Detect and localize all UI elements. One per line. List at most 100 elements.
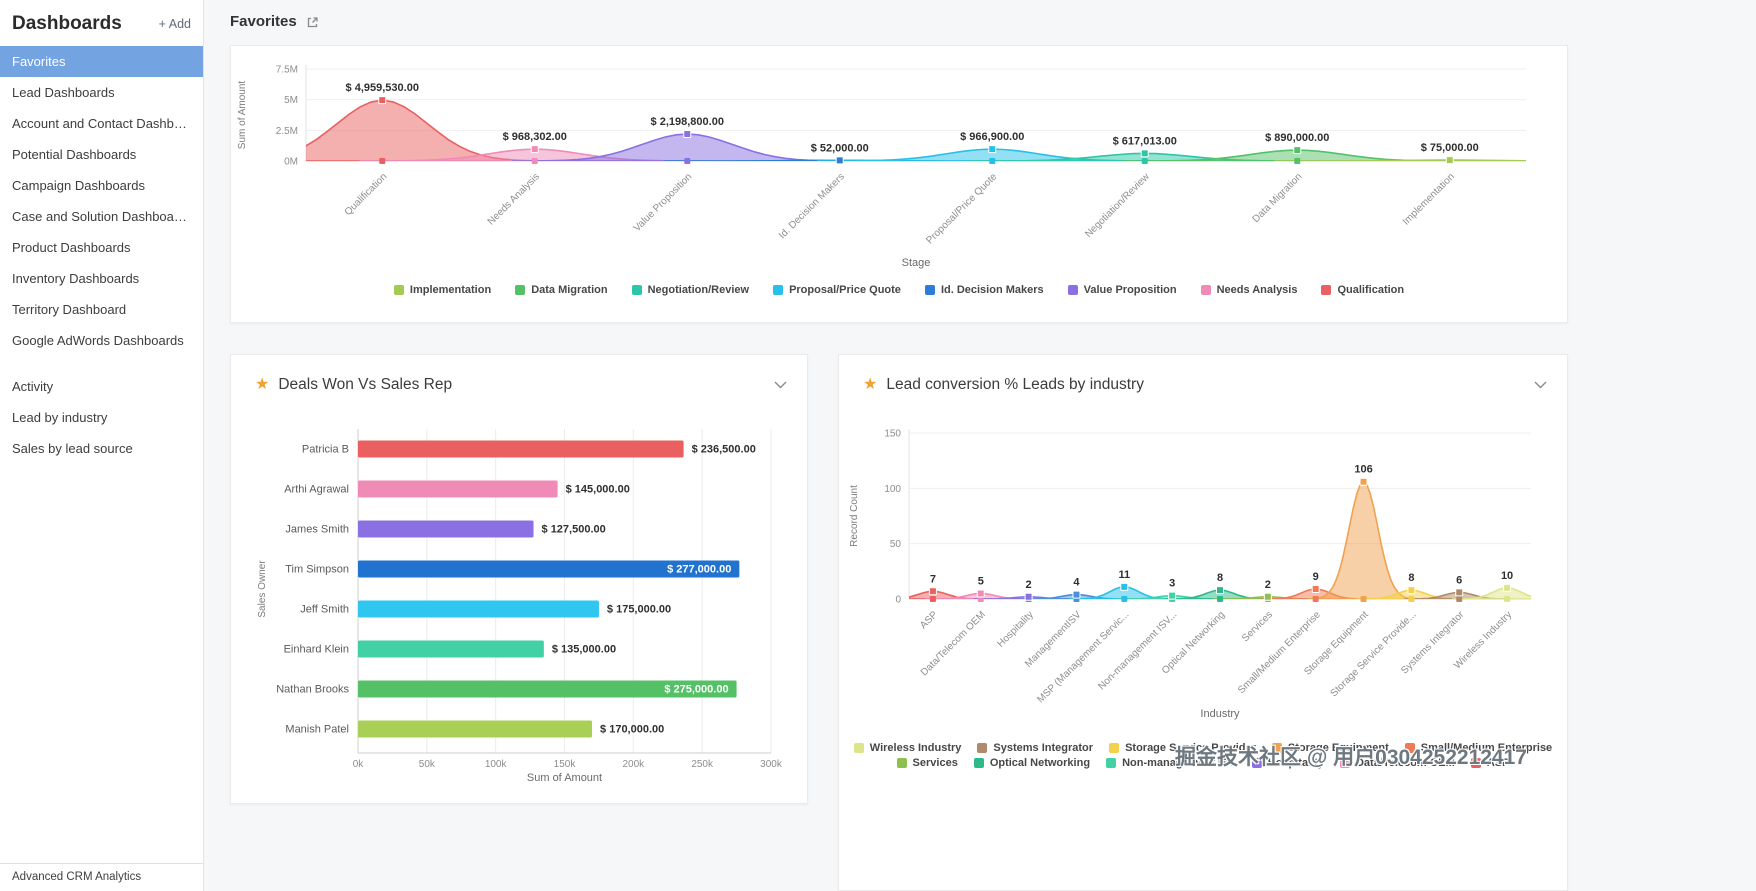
peak-marker-wireless-industry[interactable]	[1503, 583, 1512, 592]
legend-item-implementation[interactable]: Implementation	[393, 284, 491, 296]
peak-marker-systems-integrator[interactable]	[1455, 588, 1464, 597]
x-tick-label: 200k	[622, 759, 645, 770]
sidebar-item-favorites[interactable]: Favorites	[0, 46, 203, 77]
sidebar-item-account-and-contact-dashbo[interactable]: Account and Contact Dashbo...	[12, 116, 192, 131]
legend-item-needs-analysis[interactable]: Needs Analysis	[1200, 284, 1297, 296]
legend-item-negotiation-review[interactable]: Negotiation/Review	[631, 284, 750, 296]
legend-item-qualification[interactable]: Qualification	[1321, 284, 1404, 296]
area-series-storage-equipment[interactable]	[1307, 480, 1420, 599]
area-series-implementation[interactable]	[1274, 159, 1567, 161]
sidebar-item-sales-by-lead-source[interactable]: Sales by lead source	[12, 441, 133, 456]
deals-won-bar-chart[interactable]: 0k 50k 100k 150k 200k 250k 300k Sales Owner Patr…	[231, 415, 807, 799]
sidebar-title: Dashboards	[12, 13, 122, 34]
x-tick-label: 100k	[485, 759, 508, 770]
legend-item-hospitality[interactable]: Hospitality	[1251, 757, 1324, 769]
data-label: $ 236,500.00	[692, 444, 756, 456]
sidebar-item-activity[interactable]: Activity	[12, 379, 54, 394]
peak-marker-needs-analysis[interactable]	[530, 145, 539, 154]
peak-marker-id-decision-makers[interactable]	[835, 156, 844, 165]
data-label: $ 52,000.00	[811, 142, 869, 154]
legend-label: Optical Networking	[989, 757, 1091, 769]
legend-label: Systems Integrator	[993, 742, 1094, 754]
chevron-down-icon[interactable]	[774, 381, 787, 389]
data-label: 7	[930, 573, 936, 585]
favorite-star-icon[interactable]: ★	[255, 376, 270, 393]
legend-item-services[interactable]: Services	[896, 757, 958, 769]
legend-item-optical-networking[interactable]: Optical Networking	[973, 757, 1091, 769]
legend-item-id-decision-makers[interactable]: Id. Decision Makers	[924, 284, 1044, 296]
sidebar-item-lead-by-industry[interactable]: Lead by industry	[12, 410, 108, 425]
legend-swatch	[1106, 758, 1117, 768]
y-tick-label: 0	[895, 595, 901, 606]
external-link-icon[interactable]	[306, 16, 319, 29]
legend-item-storage-equipment[interactable]: Storage Equipment	[1271, 742, 1389, 754]
x-tick-storage-service-provide: Storage Service Provide...	[1329, 609, 1419, 699]
peak-marker-non-management-isv[interactable]	[1168, 591, 1177, 600]
data-label: 11	[1118, 569, 1130, 581]
bar-patricia-b[interactable]	[358, 440, 684, 458]
legend-swatch	[896, 758, 907, 768]
sidebar-item-territory-dashboard[interactable]: Territory Dashboard	[12, 302, 127, 317]
baseline-marker	[1121, 596, 1128, 602]
legend-item-asp[interactable]: ASP	[1470, 757, 1509, 769]
bar-einhard-klein[interactable]	[358, 640, 544, 658]
add-dashboard-button[interactable]: + Add	[158, 17, 191, 31]
legend-item-systems-integrator[interactable]: Systems Integrator	[977, 742, 1093, 754]
legend-item-storage-service-provider[interactable]: Storage Service Provider	[1109, 742, 1256, 754]
bar-arthi-agrawal[interactable]	[358, 480, 558, 498]
sidebar: Dashboards + Add Favorites Lead Dashboard…	[0, 0, 204, 891]
y-tick-label: 2.5M	[276, 126, 298, 137]
legend-label: Negotiation/Review	[647, 284, 750, 296]
bar-manish-patel[interactable]	[358, 720, 593, 738]
sidebar-item-inventory-dashboards[interactable]: Inventory Dashboards	[12, 271, 140, 286]
bar-jeff-smith[interactable]	[358, 600, 599, 618]
legend-item-wireless-industry[interactable]: Wireless Industry	[853, 742, 962, 754]
peak-marker-storage-equipment[interactable]	[1359, 477, 1368, 486]
peak-marker-asp[interactable]	[928, 587, 937, 596]
legend-item-small-medium-enterprise[interactable]: Small/Medium Enterprise	[1404, 742, 1552, 754]
legend-item-proposal-price-quote[interactable]: Proposal/Price Quote	[773, 284, 901, 296]
data-label: 9	[1313, 571, 1319, 583]
peak-marker-proposal-price-quote[interactable]	[988, 145, 997, 154]
stage-amount-area-chart[interactable]: Sum of Amount 0M 2.5M 5M 7.5M $ 4,959,530.00 Q…	[231, 54, 1567, 282]
x-tick-small-medium-enterprise: Small/Medium Enterprise	[1236, 609, 1323, 696]
peak-marker-qualification[interactable]	[378, 96, 387, 105]
peak-marker-negotiation-review[interactable]	[1140, 149, 1149, 158]
sidebar-item-campaign-dashboards[interactable]: Campaign Dashboards	[12, 178, 145, 193]
peak-marker-managementisv[interactable]	[1072, 590, 1081, 599]
legend-label: Storage Service Provider	[1125, 742, 1256, 754]
legend-item-data-migration[interactable]: Data Migration	[515, 284, 608, 296]
legend-item-value-proposition[interactable]: Value Proposition	[1067, 284, 1177, 296]
bar-nathan-brooks[interactable]	[358, 680, 737, 698]
peak-marker-services[interactable]	[1263, 592, 1272, 601]
sidebar-item-case-and-solution-dashboards[interactable]: Case and Solution Dashboards	[12, 209, 192, 224]
chart-title: Deals Won Vs Sales Rep	[278, 376, 453, 393]
bar-tim-simpson[interactable]	[358, 560, 740, 578]
favorite-star-icon[interactable]: ★	[863, 376, 878, 393]
peak-marker-msp-management-servic[interactable]	[1120, 582, 1129, 591]
peak-marker-data-migration[interactable]	[1293, 146, 1302, 155]
peak-marker-optical-networking[interactable]	[1216, 586, 1224, 595]
legend-label: Wireless Industry	[869, 742, 962, 754]
legend-item-non-management-isv[interactable]: Non-management ISV	[1106, 757, 1236, 769]
sidebar-item-product-dashboards[interactable]: Product Dashboards	[12, 240, 131, 255]
data-label: 8	[1408, 572, 1414, 584]
sidebar-item-google-adwords-dashboards[interactable]: Google AdWords Dashboards	[12, 333, 184, 348]
sidebar-item-potential-dashboards[interactable]: Potential Dashboards	[12, 147, 137, 162]
peak-marker-data-telecom-oem[interactable]	[976, 589, 985, 598]
page-title: Favorites	[230, 13, 297, 30]
peak-marker-small-medium-enterprise[interactable]	[1311, 585, 1320, 594]
data-label: 2	[1265, 579, 1271, 591]
chart-title: Lead conversion % Leads by industry	[886, 376, 1144, 393]
peak-marker-hospitality[interactable]	[1024, 592, 1033, 601]
peak-marker-implementation[interactable]	[1445, 156, 1454, 165]
chevron-down-icon[interactable]	[1534, 381, 1547, 389]
peak-marker-storage-service-provide[interactable]	[1407, 586, 1416, 595]
legend-swatch	[977, 743, 988, 753]
legend-item-data-telecom-oem[interactable]: Data/Telecom OEM	[1339, 757, 1455, 769]
legend-label: Data Migration	[531, 284, 608, 296]
peak-marker-value-proposition[interactable]	[683, 130, 692, 139]
sidebar-item-lead-dashboards[interactable]: Lead Dashboards	[12, 85, 115, 100]
bar-james-smith[interactable]	[358, 520, 534, 538]
